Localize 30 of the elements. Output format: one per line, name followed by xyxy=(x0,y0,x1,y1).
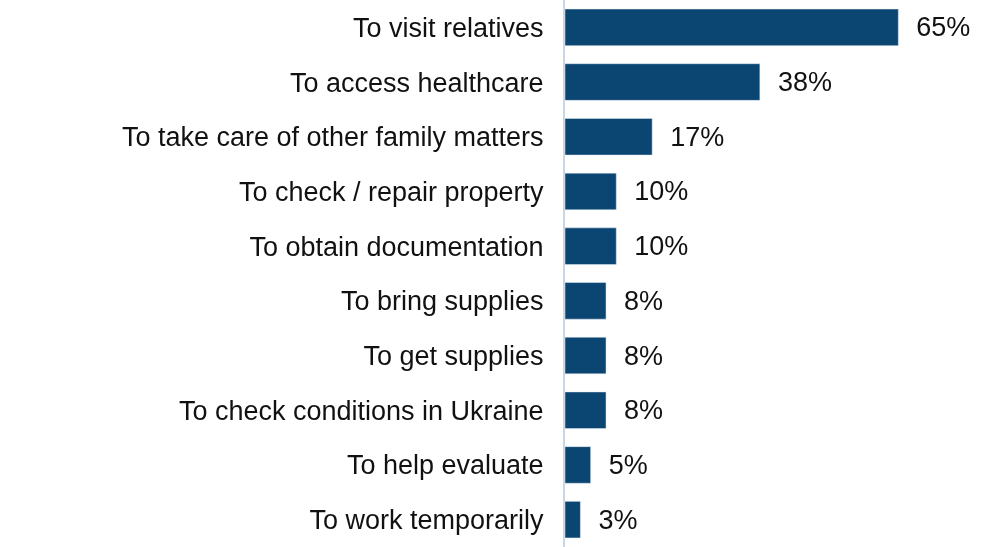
y-tick-label: To check conditions in Ukraine xyxy=(178,395,544,426)
y-tick-label: To access healthcare xyxy=(289,67,544,98)
bar xyxy=(565,227,617,265)
bar xyxy=(565,501,581,539)
bar xyxy=(565,118,653,156)
bar xyxy=(565,282,607,320)
data-label: 38% xyxy=(762,67,832,98)
y-tick-label: To help evaluate xyxy=(346,450,544,481)
data-label: 17% xyxy=(655,121,725,152)
data-label: 65% xyxy=(901,12,971,43)
bar xyxy=(565,336,607,375)
bar xyxy=(565,391,607,429)
y-tick-label: To visit relatives xyxy=(353,12,544,43)
y-tick-label: To obtain documentation xyxy=(249,231,544,262)
bar xyxy=(565,446,591,484)
y-tick-label: To take care of other family matters xyxy=(121,122,544,153)
bar xyxy=(565,172,617,211)
data-label: 3% xyxy=(583,504,638,535)
data-label: 8% xyxy=(609,340,664,371)
data-label: 10% xyxy=(619,176,689,207)
bar xyxy=(565,8,899,46)
data-label: 8% xyxy=(609,395,664,426)
data-label: 8% xyxy=(609,285,664,316)
data-label: 10% xyxy=(619,231,689,262)
data-label: 5% xyxy=(593,449,648,480)
y-tick-label: To check / repair property xyxy=(238,176,545,207)
bar xyxy=(565,63,761,101)
y-tick-label: To get supplies xyxy=(363,341,544,371)
y-tick-label: To bring supplies xyxy=(340,286,544,317)
y-tick-label: To work temporarily xyxy=(309,505,545,536)
